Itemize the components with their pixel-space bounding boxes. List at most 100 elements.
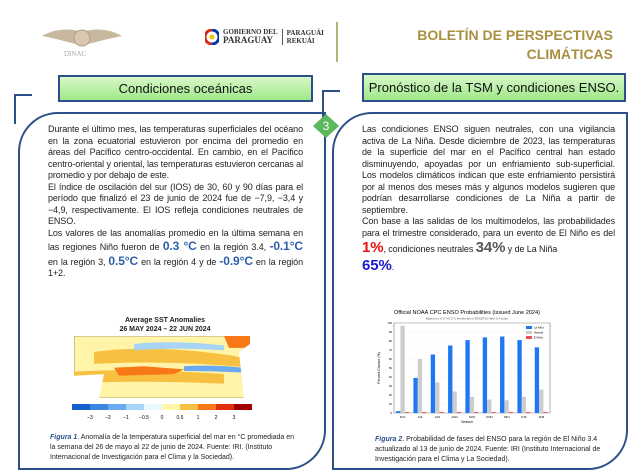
gov-line2: PARAGUAY [223,35,274,45]
colorbar-tick: 1 [197,415,200,421]
x-tick-label: MJJ [400,415,406,419]
bracket-decoration [322,90,340,120]
bar-lania [396,411,401,413]
legend-label: El Niño [534,336,543,340]
paragraph: Durante el último mes, las temperaturas … [48,124,303,180]
colorbar-tick: −3 [87,415,93,421]
chart-subtitle: Based on -0.5°/+0.5°C thresholds in ERSS… [426,317,509,321]
bar-neutral [487,399,492,413]
x-axis-label: Season [461,420,473,424]
bulletin-title: BOLETÍN DE PERSPECTIVAS CLIMÁTICAS [417,27,613,62]
bracket-decoration [14,94,32,124]
figure1-caption: Figura 1. Anomalía de la temperatura sup… [50,434,295,461]
enso-probability-chart: Official NOAA CPC ENSO Probabilities (is… [377,310,551,424]
bar-neutral [521,396,527,413]
colorbar-tick: 0 [161,415,164,421]
bar-lania [534,347,540,413]
x-tick-label: JFM [538,415,544,419]
section-heading-oceanic: Condiciones oceánicas [58,75,313,102]
bar-elnio [439,412,444,413]
colorbar-swatch [162,404,180,410]
colorbar-swatch [72,404,90,410]
sst-colorbar: −3 −2 −1 −0.5 0 0.5 1 2 3 [72,404,252,421]
gov-divider [281,28,283,45]
x-tick-label: OND [486,415,494,419]
left-panel [18,112,326,470]
y-tick-label: 60 [389,357,393,361]
bar-lania [482,337,488,413]
colorbar-tick: −0.5 [139,415,149,421]
bar-elnio [543,412,548,413]
x-tick-label: JAS [435,415,441,419]
y-tick-label: 40 [389,375,393,379]
paragraph: Los valores de las anomalías promedio en… [48,227,303,279]
y-tick-label: 50 [389,366,393,370]
bar-neutral [417,359,423,413]
bar-elnio [508,412,514,413]
section-heading-forecast: Pronóstico de la TSM y condiciones ENSO. [362,73,626,102]
y-tick-label: 100 [387,321,392,325]
legend-label: Neutral [534,331,543,335]
legend-label: La Niña [534,326,544,330]
x-tick-label: JJA [417,415,422,419]
bar-elnio [491,412,496,413]
colorbar-tick: 2 [215,415,218,421]
paragraph: El índice de oscilación del sur (IOS) de… [48,181,303,227]
bar-lania [517,340,522,413]
right-panel [332,112,628,470]
gov-slogan1: PARAGUÁI [286,28,324,37]
colorbar-swatch [108,404,126,410]
paragraph: Con base a las salidas de los multimodel… [362,216,615,274]
colorbar-swatch [198,404,216,410]
elnino-probability: 1% [362,239,384,256]
x-tick-label: DJF [521,415,527,419]
y-tick-label: 0 [390,411,392,415]
bar-lania [448,345,453,413]
y-axis-label: Percent Chance (%) [377,352,381,384]
bar-lania [500,336,505,413]
bar-elnio [422,412,427,413]
colorbar-tick: 0.5 [177,415,184,421]
paraguay-emblem-icon [205,28,219,45]
chart-title: Official NOAA CPC ENSO Probabilities (is… [394,310,540,316]
bar-neutral [539,389,544,413]
x-tick-label: ASO [451,415,458,419]
legend-swatch [526,326,532,329]
y-tick-label: 70 [389,348,393,352]
government-logo: GOBIERNO DEL PARAGUAY PARAGUÁI REKUÁI [205,28,324,45]
y-tick-label: 90 [389,330,393,334]
y-tick-label: 20 [389,393,393,397]
sst-map-title: Average SST Anomalies 26 MAY 2024 – 22 JU… [119,317,211,333]
colorbar-swatch [90,404,108,410]
colorbar-swatch [126,404,144,410]
figure2-caption: Figura 2. Probabilidad de fases del ENSO… [375,436,601,463]
bar-elnio [526,412,531,413]
dinac-logo [42,29,122,47]
legend-swatch [526,331,532,334]
bar-neutral [469,396,475,413]
bar-neutral [452,391,457,413]
bar-lania [413,377,418,413]
gov-slogan2: REKUÁI [286,36,315,45]
colorbar-tick: 3 [233,415,236,421]
colorbar-tick: −1 [123,415,129,421]
bar-neutral [435,382,440,413]
dinac-label: DINAC [64,50,87,58]
forecast-text: Las condiciones ENSO siguen neutrales, c… [362,124,615,275]
gov-line1: GOBIERNO DEL [223,28,278,36]
neutral-probability: 34% [475,239,506,256]
lanina-probability: 65% [362,257,392,274]
colorbar-tick: −2 [105,415,111,421]
y-tick-label: 30 [389,384,393,388]
bar-neutral [400,325,405,413]
bar-lania [430,354,436,413]
sst-anomaly-map [74,336,250,398]
colorbar-swatch [216,404,234,410]
bar-lania [465,340,470,413]
paragraph: Las condiciones ENSO siguen neutrales, c… [362,124,615,215]
x-tick-label: SON [469,415,476,419]
oceanic-text: Durante el último mes, las temperaturas … [48,124,303,280]
x-tick-label: NDJ [504,415,510,419]
y-tick-label: 10 [389,402,393,406]
colorbar-swatch [180,404,198,410]
